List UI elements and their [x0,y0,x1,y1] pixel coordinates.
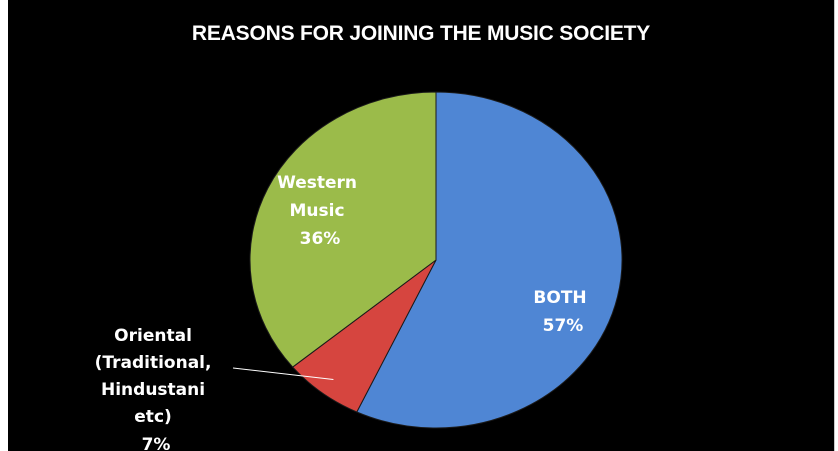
slice-label-both: BOTH 57% [533,288,592,336]
slice-label-oriental: Oriental (Traditional, Hindustani etc) 7… [95,326,218,451]
chart-title: REASONS FOR JOINING THE MUSIC SOCIETY [191,22,651,45]
western-label-value: 36% [300,229,341,249]
western-label-line1: Western [277,173,357,193]
oriental-label-line1: Oriental [114,326,192,346]
oriental-label-line3: Hindustani [101,380,205,400]
frame-edge [834,0,835,451]
western-label-line2: Music [290,201,345,221]
both-label-value: 57% [543,316,584,336]
chart-area: REASONS FOR JOINING THE MUSIC SOCIETY BO… [8,0,834,451]
oriental-label-line2: (Traditional, [95,353,212,373]
both-label-name: BOTH [533,288,586,308]
oriental-label-line4: etc) [134,407,172,427]
pie-chart: BOTH 57% Western Music 36% Oriental (Tra… [95,91,623,451]
pie-slice-both [356,91,623,429]
pie-slice-western [249,91,437,368]
pie-slices [249,91,623,429]
oriental-label-value: 7% [142,435,171,451]
slice-label-western: Western Music 36% [277,173,363,249]
oriental-leader-line [232,367,334,380]
